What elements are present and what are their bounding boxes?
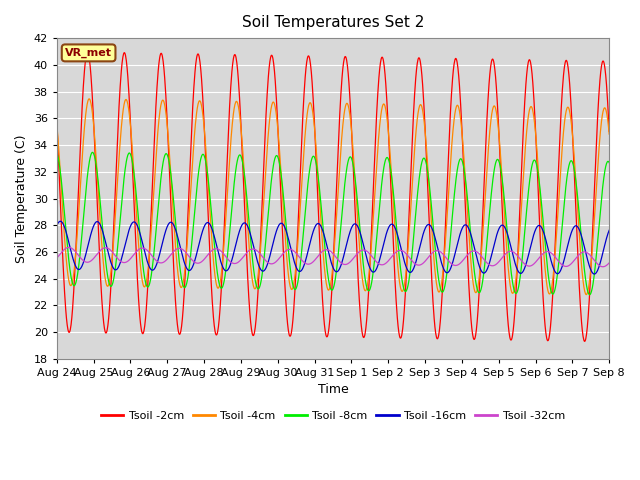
Tsoil -2cm bbox=[419, 88, 427, 94]
Tsoil -16cm bbox=[56, 218, 64, 224]
Tsoil -4cm bbox=[163, 116, 170, 122]
Tsoil -32cm bbox=[605, 260, 613, 266]
Tsoil -16cm bbox=[540, 230, 548, 236]
Tsoil -32cm bbox=[65, 244, 72, 250]
Tsoil -8cm bbox=[53, 150, 61, 156]
Tsoil -32cm bbox=[599, 264, 607, 270]
Tsoil -16cm bbox=[419, 232, 427, 238]
Tsoil -8cm bbox=[176, 266, 184, 272]
Tsoil -32cm bbox=[238, 256, 246, 262]
Tsoil -32cm bbox=[540, 250, 548, 256]
Tsoil -2cm bbox=[492, 70, 499, 76]
Tsoil -2cm bbox=[605, 128, 613, 134]
Tsoil -32cm bbox=[419, 260, 427, 266]
Tsoil -2cm bbox=[238, 141, 246, 147]
Tsoil -4cm bbox=[492, 104, 499, 110]
Tsoil -4cm bbox=[85, 96, 93, 102]
Tsoil -16cm bbox=[176, 243, 184, 249]
Tsoil -8cm bbox=[540, 228, 548, 234]
Line: Tsoil -4cm: Tsoil -4cm bbox=[57, 99, 609, 295]
Tsoil -2cm bbox=[163, 107, 170, 113]
Tsoil -2cm bbox=[84, 49, 92, 55]
Legend: Tsoil -2cm, Tsoil -4cm, Tsoil -8cm, Tsoil -16cm, Tsoil -32cm: Tsoil -2cm, Tsoil -4cm, Tsoil -8cm, Tsoi… bbox=[96, 406, 570, 425]
Text: VR_met: VR_met bbox=[65, 48, 112, 58]
X-axis label: Time: Time bbox=[317, 384, 348, 396]
Tsoil -16cm bbox=[590, 271, 598, 277]
Y-axis label: Soil Temperature (C): Soil Temperature (C) bbox=[15, 134, 28, 263]
Tsoil -8cm bbox=[492, 162, 499, 168]
Tsoil -4cm bbox=[540, 252, 548, 258]
Tsoil -4cm bbox=[53, 121, 61, 127]
Tsoil -2cm bbox=[540, 308, 548, 314]
Tsoil -16cm bbox=[238, 222, 246, 228]
Tsoil -2cm bbox=[580, 338, 588, 344]
Tsoil -16cm bbox=[605, 228, 613, 233]
Tsoil -4cm bbox=[176, 283, 184, 288]
Line: Tsoil -32cm: Tsoil -32cm bbox=[57, 247, 609, 267]
Tsoil -16cm bbox=[492, 238, 499, 243]
Tsoil -32cm bbox=[53, 255, 61, 261]
Tsoil -4cm bbox=[605, 131, 613, 137]
Tsoil -32cm bbox=[176, 246, 184, 252]
Tsoil -32cm bbox=[163, 257, 170, 263]
Tsoil -4cm bbox=[419, 110, 427, 116]
Title: Soil Temperatures Set 2: Soil Temperatures Set 2 bbox=[242, 15, 424, 30]
Tsoil -4cm bbox=[238, 135, 246, 141]
Tsoil -8cm bbox=[586, 292, 593, 298]
Tsoil -8cm bbox=[163, 151, 170, 157]
Line: Tsoil -8cm: Tsoil -8cm bbox=[57, 152, 609, 295]
Line: Tsoil -2cm: Tsoil -2cm bbox=[57, 52, 609, 341]
Tsoil -4cm bbox=[582, 292, 590, 298]
Tsoil -8cm bbox=[419, 156, 427, 162]
Tsoil -32cm bbox=[492, 262, 499, 268]
Tsoil -16cm bbox=[53, 223, 61, 228]
Tsoil -2cm bbox=[53, 119, 61, 124]
Line: Tsoil -16cm: Tsoil -16cm bbox=[57, 221, 609, 274]
Tsoil -2cm bbox=[176, 331, 184, 337]
Tsoil -8cm bbox=[605, 160, 613, 166]
Tsoil -8cm bbox=[238, 156, 246, 162]
Tsoil -8cm bbox=[89, 149, 97, 155]
Tsoil -16cm bbox=[163, 225, 170, 231]
